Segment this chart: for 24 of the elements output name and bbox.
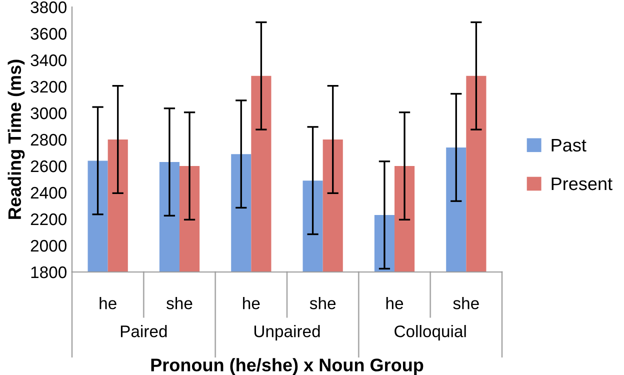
x-tick-label: she <box>453 297 479 310</box>
y-tick-label: 3600 <box>30 28 66 40</box>
x-tick-label: he <box>100 297 116 310</box>
y-tick-label: 1800 <box>31 266 66 278</box>
y-tick-label: 2200 <box>30 213 66 226</box>
x-tick-label: he <box>243 297 260 310</box>
x-tick-label: he <box>386 297 404 310</box>
x-axis-title: Pronoun (he/she) x Noun Group <box>151 358 424 375</box>
y-tick-label: 2400 <box>30 186 66 199</box>
x-tick-label: she <box>310 297 336 310</box>
text: Colloquial <box>394 325 466 341</box>
y-tick-label: 3000 <box>30 107 66 120</box>
y-axis-title: Reading Time (ms) <box>8 60 25 219</box>
y-tick-label: 2600 <box>30 160 66 172</box>
y-tick-label: 2000 <box>30 240 66 252</box>
y-tick-label: 3400 <box>30 54 66 66</box>
y-tick-label: 3800 <box>30 1 66 14</box>
legend-label: Present <box>552 178 612 190</box>
legend-label: Past <box>552 139 586 152</box>
y-tick-label: 3200 <box>30 80 66 93</box>
y-tick-label: 2800 <box>30 134 66 146</box>
text: Paired <box>120 325 167 338</box>
x-tick-label: she <box>166 297 192 310</box>
text: Unpaired <box>254 325 320 341</box>
